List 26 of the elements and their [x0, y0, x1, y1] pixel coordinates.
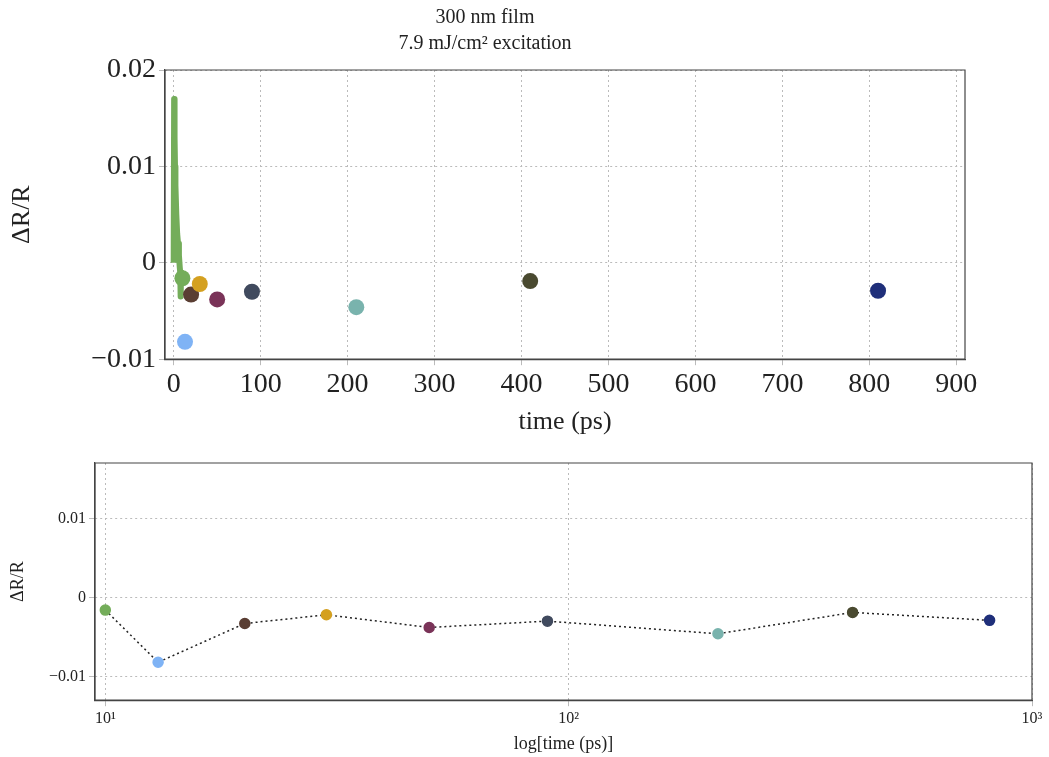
x-tick-label: 0: [166, 367, 181, 399]
x-tick-label: 10¹: [94, 709, 116, 726]
x-tick-label: 100: [239, 367, 282, 399]
x-tick-label: 200: [326, 367, 369, 399]
chart-title: 300 nm film: [435, 5, 535, 28]
y-axis-title: ΔR/R: [6, 184, 36, 244]
x-tick-label: 800: [848, 367, 891, 399]
y-axis-title: ΔR/R: [6, 561, 27, 602]
x-tick-label: 500: [587, 367, 630, 399]
x-tick-label: 600: [674, 367, 717, 399]
x-tick-label: 10²: [558, 709, 580, 726]
chart-subtitle: 7.9 mJ/cm² excitation: [398, 31, 572, 54]
y-tick-label: 0: [142, 245, 156, 277]
x-tick-label: 400: [500, 367, 543, 399]
x-tick-label: 700: [761, 367, 804, 399]
y-tick-label: 0.01: [107, 148, 156, 180]
x-axis-title: time (ps): [518, 406, 612, 436]
x-tick-label: 300: [413, 367, 456, 399]
x-tick-label: 900: [935, 367, 978, 399]
y-tick-label: −0.01: [91, 341, 156, 373]
y-tick-label: −0.01: [48, 666, 86, 684]
y-tick-label: 0: [78, 587, 86, 605]
x-tick-label: 10³: [1021, 709, 1043, 726]
y-tick-label: 0.02: [107, 52, 156, 84]
x-axis-title: log[time (ps)]: [513, 732, 614, 754]
y-tick-label: 0.01: [58, 508, 86, 526]
